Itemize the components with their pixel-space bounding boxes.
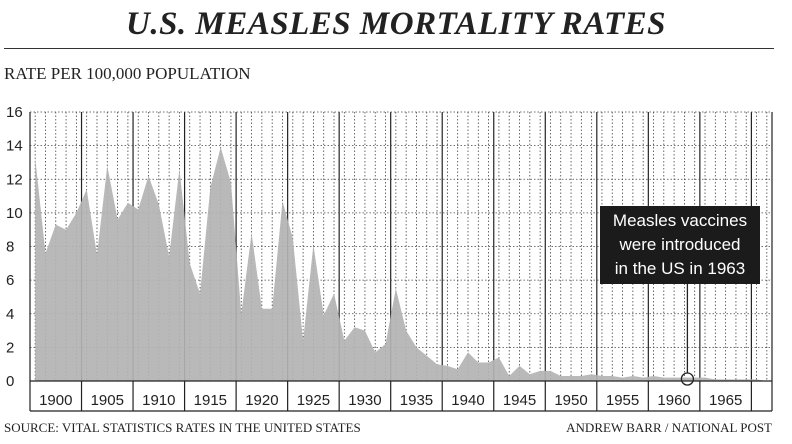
y-tick-label: 10 bbox=[6, 205, 23, 222]
x-tick-label: 1955 bbox=[606, 392, 639, 409]
x-tick-label: 1905 bbox=[91, 392, 124, 409]
x-tick-label: 1965 bbox=[709, 392, 742, 409]
y-tick-label: 6 bbox=[6, 272, 14, 289]
x-tick-label: 1925 bbox=[297, 392, 330, 409]
y-tick-label: 4 bbox=[6, 306, 14, 323]
y-tick-label: 0 bbox=[6, 373, 14, 390]
x-tick-label: 1945 bbox=[503, 392, 536, 409]
title-rule bbox=[4, 48, 774, 49]
y-axis-label: RATE PER 100,000 POPULATION bbox=[4, 64, 251, 83]
x-tick-label: 1940 bbox=[451, 392, 484, 409]
annotation-line-2: were introduced bbox=[619, 235, 741, 254]
source-note: SOURCE: VITAL STATISTICS RATES IN THE UN… bbox=[4, 420, 361, 435]
annotation-marker-circle bbox=[680, 372, 695, 386]
chart-title: U.S. MEASLES MORTALITY RATES bbox=[125, 6, 667, 42]
y-axis-ticks: 0 2 4 6 8 10 12 14 16 bbox=[6, 104, 23, 390]
x-tick-label: 1950 bbox=[554, 392, 587, 409]
x-axis-ticks: 1900 1905 1910 1915 1920 1925 1930 1935 1940 1945… bbox=[39, 392, 742, 409]
x-tick-label: 1960 bbox=[657, 392, 690, 409]
x-tick-label: 1900 bbox=[39, 392, 72, 409]
annotation-line-3: in the US in 1963 bbox=[614, 259, 746, 278]
x-tick-label: 1915 bbox=[194, 392, 227, 409]
x-tick-label: 1920 bbox=[245, 392, 278, 409]
annotation-line-1: Measles vaccines bbox=[612, 211, 748, 230]
y-tick-label: 16 bbox=[6, 104, 23, 121]
credit-note: ANDREW BARR / NATIONAL POST bbox=[566, 420, 772, 435]
x-tick-label: 1930 bbox=[348, 392, 381, 409]
mortality-area-series bbox=[35, 147, 767, 381]
y-tick-label: 2 bbox=[6, 339, 14, 356]
y-tick-label: 14 bbox=[6, 138, 23, 155]
x-tick-label: 1935 bbox=[400, 392, 433, 409]
annotation-box: Measles vaccines were introduced in the … bbox=[600, 206, 760, 284]
y-tick-label: 8 bbox=[6, 239, 14, 256]
x-tick-label: 1910 bbox=[142, 392, 175, 409]
y-tick-label: 12 bbox=[6, 171, 23, 188]
